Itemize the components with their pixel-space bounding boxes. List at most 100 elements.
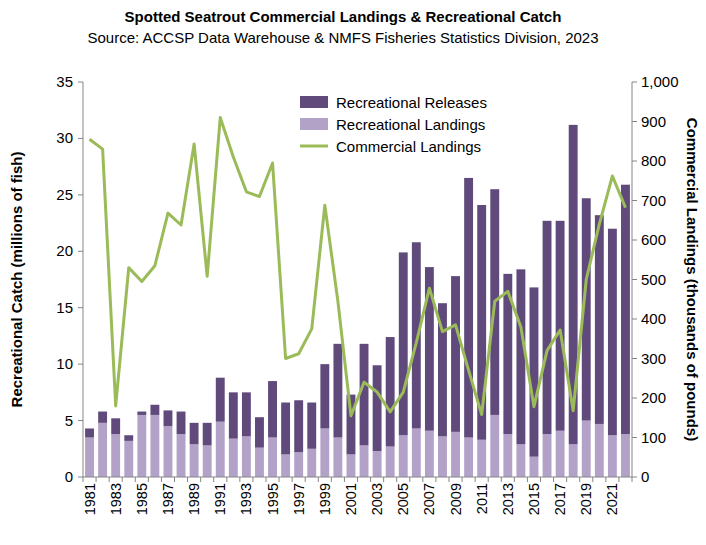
bar	[281, 454, 290, 477]
y2-tick	[632, 200, 637, 201]
bar	[347, 454, 356, 477]
bar	[399, 435, 408, 477]
bar	[464, 178, 473, 438]
x-tick	[592, 477, 593, 482]
x-tick-label: 1993	[238, 483, 254, 515]
y-tick	[78, 364, 83, 365]
y2-tick	[632, 82, 637, 83]
y2-tick-label: 600	[641, 231, 666, 248]
bar	[386, 337, 395, 446]
x-tick-label: 2019	[578, 483, 594, 515]
bar	[373, 451, 382, 477]
bar	[451, 432, 460, 477]
chart: Spotted Seatrout Commercial Landings & R…	[0, 0, 706, 545]
bar	[150, 415, 159, 477]
bar	[438, 436, 447, 477]
bar	[229, 439, 238, 477]
y2-tick-label: 1,000	[641, 73, 679, 90]
bar	[150, 405, 159, 415]
x-tick	[83, 477, 84, 482]
bar	[98, 423, 107, 477]
x-tick	[553, 477, 554, 482]
y-tick	[78, 194, 83, 195]
x-tick-label: 2009	[448, 483, 464, 515]
y2-tick-label: 200	[641, 389, 666, 406]
bar	[516, 269, 525, 444]
bar	[360, 344, 369, 446]
x-tick	[605, 477, 606, 482]
bar	[621, 185, 630, 434]
x-tick-label: 2001	[343, 483, 359, 515]
x-tick	[266, 477, 267, 482]
x-tick-label: 1981	[82, 483, 98, 515]
legend-swatch	[300, 96, 328, 108]
y-tick	[78, 82, 83, 83]
bar	[582, 421, 591, 477]
x-tick	[239, 477, 240, 482]
x-tick	[122, 477, 123, 482]
x-tick	[252, 477, 253, 482]
bar	[137, 412, 146, 415]
bar	[451, 276, 460, 432]
bar	[177, 412, 186, 435]
bar	[242, 392, 251, 436]
bar	[111, 434, 120, 477]
bar	[399, 252, 408, 435]
bar	[190, 423, 199, 444]
x-tick	[435, 477, 436, 482]
y2-tick-label: 300	[641, 350, 666, 367]
bar	[608, 435, 617, 477]
x-tick-label: 2007	[421, 483, 437, 515]
x-tick-label: 2003	[369, 483, 385, 515]
x-tick	[344, 477, 345, 482]
plot-area	[85, 118, 630, 477]
bar	[294, 400, 303, 452]
legend-label: Commercial Landings	[336, 138, 481, 155]
y2-tick	[632, 477, 637, 478]
x-tick-label: 2021	[604, 483, 620, 515]
y2-axis-title: Commercial Landings (thousands of pounds…	[684, 118, 701, 441]
legend-swatch	[300, 118, 328, 130]
x-tick	[540, 477, 541, 482]
x-tick-label: 1991	[212, 483, 228, 515]
x-tick	[292, 477, 293, 482]
bar	[320, 428, 329, 477]
x-tick	[174, 477, 175, 482]
bar	[98, 412, 107, 423]
bar	[595, 424, 604, 477]
x-tick	[579, 477, 580, 482]
bar	[216, 378, 225, 422]
x-tick	[109, 477, 110, 482]
y2-tick-label: 0	[641, 468, 649, 485]
x-tick	[331, 477, 332, 482]
x-tick	[514, 477, 515, 482]
bar	[294, 452, 303, 477]
y2-tick-label: 500	[641, 271, 666, 288]
bar	[464, 438, 473, 478]
bar	[621, 434, 630, 477]
y2-tick-label: 700	[641, 192, 666, 209]
y2-tick-label: 100	[641, 429, 666, 446]
bar	[333, 438, 342, 478]
x-tick-label: 2015	[526, 483, 542, 515]
x-tick	[566, 477, 567, 482]
bar	[516, 444, 525, 477]
bar	[412, 428, 421, 477]
bar	[543, 434, 552, 477]
x-tick	[318, 477, 319, 482]
x-tick	[618, 477, 619, 482]
y-tick-label: 35	[56, 73, 73, 90]
bar	[85, 428, 94, 437]
y2-tick	[632, 398, 637, 399]
y2-tick	[632, 121, 637, 122]
y-tick	[78, 477, 83, 478]
bar	[137, 415, 146, 477]
bar	[216, 422, 225, 477]
y-tick	[78, 138, 83, 139]
bar	[333, 344, 342, 438]
x-tick	[370, 477, 371, 482]
x-tick	[462, 477, 463, 482]
y-tick-label: 0	[65, 468, 73, 485]
bar	[242, 436, 251, 477]
bar	[386, 447, 395, 477]
